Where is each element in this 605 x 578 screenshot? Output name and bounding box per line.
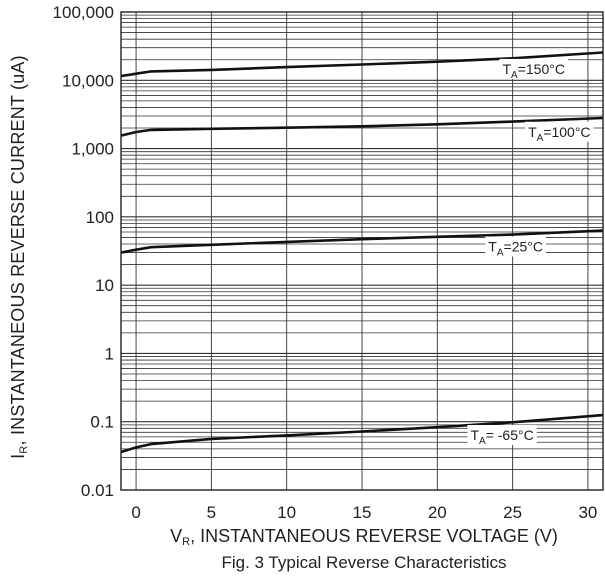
series-label-main: T [470,427,479,443]
x-tick-label: 20 [428,503,447,522]
series-label-main: T [502,61,511,77]
series-label-text: TA=25°C [488,238,543,258]
series-label: TA= -65°C [467,425,537,447]
y-axis-label: IR, INSTANTANEOUS REVERSE CURRENT (uA) [8,55,30,459]
y-axis-label-wrap: IR, INSTANTANEOUS REVERSE CURRENT (uA) [4,12,34,502]
x-axis-label: VR, INSTANTANEOUS REVERSE VOLTAGE (V) [170,526,558,548]
y-tick-label: 1,000 [71,140,114,159]
series-label-text: TA= -65°C [470,427,533,447]
y-tick-label: 100,000 [53,3,114,22]
series-label-text: TA=100°C [528,124,590,144]
x-tick-label: 10 [277,503,296,522]
y-tick-label: 1 [105,344,114,363]
x-tick-label: 25 [503,503,522,522]
series-lines [120,51,604,454]
series-label: TA=100°C [525,121,594,144]
y-tick-label: 0.01 [81,481,114,500]
series-label-sub: A [497,247,504,258]
y-tick-label: 0.1 [90,413,114,432]
series-label-background [499,58,568,79]
series-label: TA=25°C [485,236,546,258]
plot-area [120,11,604,491]
series-label-background [485,236,546,257]
series-label: TA=150°C [499,58,568,81]
series-labels: TA=150°CTA=100°CTA=25°CTA= -65°C [467,58,594,447]
series-label-rest: =150°C [518,61,565,77]
y-tick-label: 100 [86,208,114,227]
y-axis-ticks: 0.01 0.1 1 10 100 1,000 10,000 100,000 [53,3,114,500]
series-label-rest: =25°C [504,238,543,254]
series-label-background [467,425,537,446]
x-axis-ticks: 0 5 10 15 20 25 30 [131,503,597,522]
series-label-sub: A [537,133,544,144]
y-tick-label: 10,000 [62,71,114,90]
y-tick-label: 10 [95,276,114,295]
chart-caption: Fig. 3 Typical Reverse Characteristics [221,553,507,572]
series-label-rest: =100°C [543,124,590,140]
x-tick-label: 5 [207,503,216,522]
x-tick-label: 0 [131,503,140,522]
series-label-main: T [488,238,497,254]
series-line [120,51,604,78]
series-label-sub: A [479,436,486,447]
series-label-text: TA=150°C [502,61,564,81]
series-label-sub: A [511,70,518,81]
series-line [120,229,604,254]
series-label-rest: = -65°C [486,427,534,443]
series-line [120,413,604,454]
series-label-main: T [528,124,537,140]
series-label-background [525,121,594,142]
x-tick-label: 15 [353,503,372,522]
series-line [120,116,604,137]
x-tick-label: 30 [578,503,597,522]
